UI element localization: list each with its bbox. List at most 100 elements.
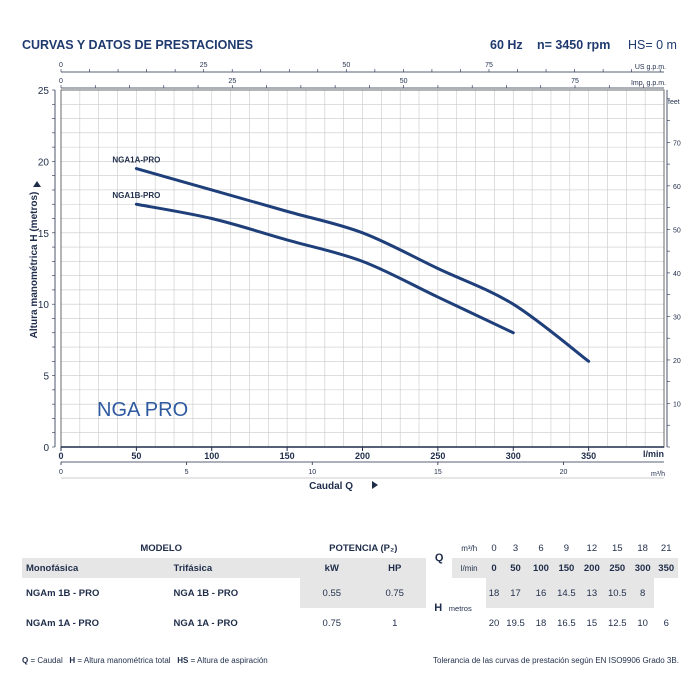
h-value-cell — [654, 578, 678, 608]
speed-label: n= 3450 rpm — [537, 38, 611, 52]
metros-label: metros — [448, 604, 472, 613]
lmin-label: l/min — [460, 563, 478, 573]
series-line-nga1a-pro — [134, 167, 591, 363]
x-unit-lmin: l/min — [643, 449, 664, 459]
m3h-tick-label: 0 — [59, 469, 63, 476]
feet-tick-label: 50 — [673, 227, 681, 234]
m3h-label: m³/h — [461, 543, 478, 553]
series-line-nga1b-pro — [134, 202, 515, 335]
potencia-header: POTENCIA (P₂) — [329, 542, 398, 554]
x-tick-label: 100 — [204, 451, 219, 461]
spec-table: MODELO POTENCIA (P₂) Q m³/h 0 3 6 9 12 1… — [22, 538, 678, 638]
x-tick-label: 350 — [581, 451, 596, 461]
x-tick-label: 250 — [430, 451, 445, 461]
m3h-cell: 9 — [563, 542, 570, 554]
y-tick-label: 0 — [43, 443, 49, 454]
table-row: NGAm 1B - PRO NGA 1B - PRO 0.55 0.75 H m… — [22, 578, 678, 614]
kw-cell: 0.55 — [300, 578, 364, 608]
y-tick-label: 15 — [38, 229, 50, 240]
h-value-cell: 18 — [535, 617, 547, 629]
x-axis-title: Caudal Q — [309, 481, 353, 492]
m3h-tick-label: 10 — [308, 469, 316, 476]
series-label: NGA1B-PRO — [112, 191, 160, 200]
impgpm-tick-label: 75 — [571, 78, 579, 85]
feet-tick-label: 20 — [673, 358, 681, 365]
chart-header-title: CURVAS Y DATOS DE PRESTACIONES — [22, 38, 254, 52]
m3h-tick-label: 20 — [560, 469, 568, 476]
hp-cell: 1 — [392, 617, 398, 629]
y-tick-label: 25 — [38, 86, 50, 97]
h-value-cell: 6 — [663, 617, 669, 629]
hp-header: HP — [388, 562, 402, 574]
h-value-cell: 18 — [486, 578, 502, 608]
table-header-row-2: Monofásica Trifásica kW HP l/min 0 50 10… — [22, 558, 678, 578]
q-letter: Q — [434, 552, 444, 564]
h-value-cell: 10.5 — [603, 578, 631, 608]
kw-cell: 0.75 — [322, 617, 342, 629]
tolerance-note: Tolerancia de las curvas de prestación s… — [433, 656, 679, 665]
chart-grid — [60, 89, 665, 448]
x-tick-label: 50 — [131, 451, 141, 461]
impgpm-tick-label: 25 — [228, 78, 236, 85]
hp-cell: 0.75 — [363, 578, 427, 608]
model-mono-cell: NGAm 1B - PRO — [26, 587, 100, 599]
h-value-cell: 14.5 — [552, 578, 581, 608]
feet-tick-label: 70 — [673, 140, 681, 147]
h-letter: H — [434, 602, 443, 614]
lmin-cell: 300 — [634, 562, 651, 574]
h-value-cell: 15 — [586, 617, 598, 629]
y-tick-label: 10 — [38, 300, 50, 311]
h-value-cell: 13 — [580, 578, 604, 608]
feet-tick-label: 10 — [673, 401, 681, 408]
feet-tick-label: 30 — [673, 314, 681, 321]
m3h-cell: 12 — [586, 542, 598, 554]
usgpm-tick-label: 25 — [200, 62, 208, 69]
model-mono-cell: NGAm 1A - PRO — [26, 617, 100, 629]
lmin-cell: 0 — [491, 562, 497, 574]
h-value-cell: 10 — [637, 617, 648, 629]
h-value-cell: 20 — [488, 617, 500, 629]
model-tri-cell: NGA 1A - PRO — [173, 617, 238, 629]
frequency-label: 60 Hz — [490, 38, 523, 52]
y-tick-label: 5 — [43, 372, 49, 383]
legend-q-text: = Caudal — [30, 656, 63, 665]
feet-tick-label: 40 — [673, 271, 681, 278]
h-value-cell: 16 — [529, 578, 553, 608]
h-value-cell: 17 — [501, 578, 530, 608]
legend-hs: HS — [177, 656, 189, 665]
series-label: NGA1A-PRO — [112, 156, 160, 165]
lmin-cell: 350 — [658, 562, 675, 574]
modelo-header: MODELO — [140, 542, 183, 554]
lmin-cell: 250 — [609, 562, 626, 574]
y-unit-feet: feet — [668, 99, 680, 106]
lmin-cell: 150 — [558, 562, 575, 574]
footer-legend: Q = Caudal H = Altura manométrica total … — [22, 656, 268, 665]
lmin-cell: 100 — [533, 562, 549, 574]
x-unit-m3h: m³/h — [651, 471, 665, 478]
x-tick-label: 200 — [355, 451, 370, 461]
m3h-tick-label: 5 — [185, 469, 189, 476]
y-tick-label: 20 — [38, 157, 50, 168]
usgpm-tick-label: 50 — [342, 62, 350, 69]
legend-q: Q — [22, 656, 29, 665]
m3h-cell: 21 — [660, 542, 672, 554]
m3h-cell: 6 — [538, 542, 544, 554]
x-tick-label: 150 — [280, 451, 295, 461]
usgpm-tick-label: 75 — [485, 62, 493, 69]
h-value-cell: 8 — [630, 578, 655, 608]
suction-height-label: HS= 0 m — [628, 38, 677, 52]
lmin-cell: 200 — [583, 562, 600, 574]
y-axis-title: Altura manométrica H (metros) — [29, 192, 40, 339]
feet-tick-label: 60 — [673, 184, 681, 191]
m3h-cell: 15 — [611, 542, 623, 554]
watermark-label: NGA PRO — [97, 399, 188, 421]
h-value-cell: 16.5 — [557, 617, 576, 629]
x-axis-arrow-icon — [372, 481, 378, 489]
x-tick-label: 0 — [58, 451, 63, 461]
m3h-tick-label: 15 — [434, 469, 442, 476]
impgpm-tick-label: 50 — [400, 78, 408, 85]
x-unit-usgpm: US g.p.m. — [635, 64, 666, 71]
m3h-cell: 0 — [491, 542, 497, 554]
